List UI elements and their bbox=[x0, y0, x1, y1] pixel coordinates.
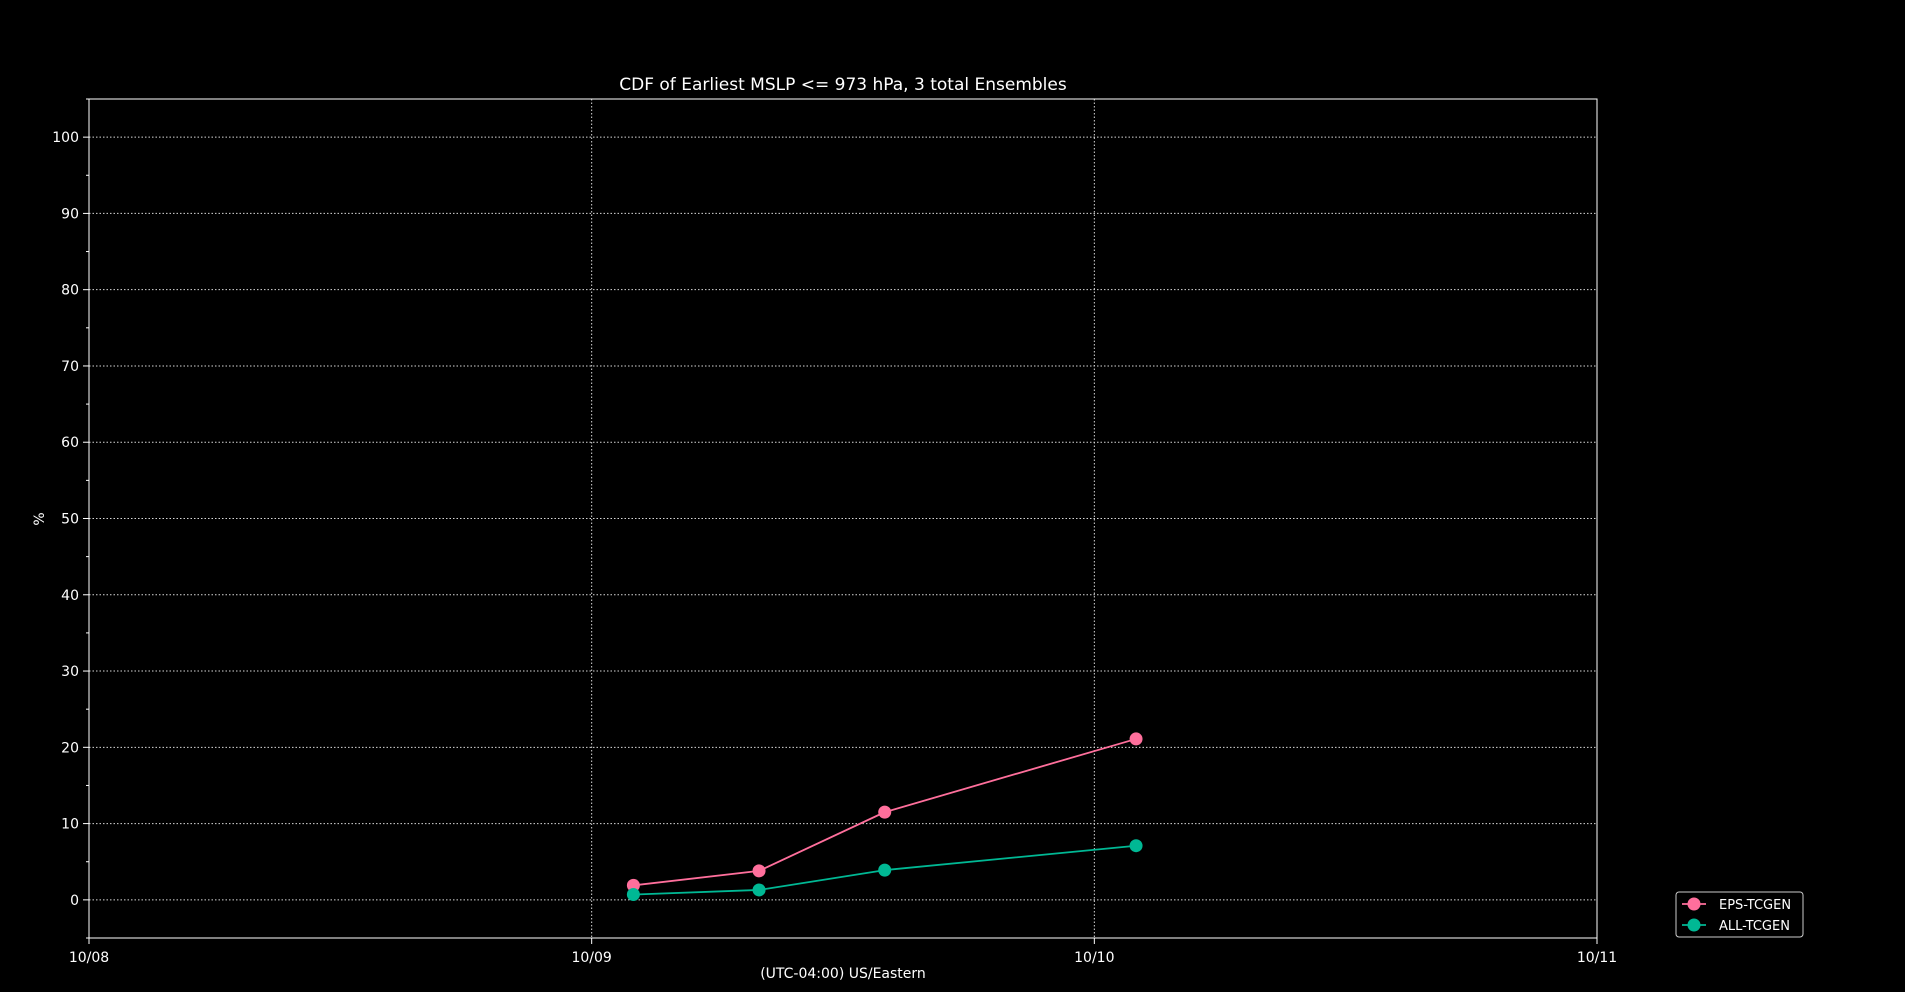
data-point bbox=[626, 878, 640, 892]
data-point bbox=[752, 883, 766, 897]
legend-marker bbox=[1687, 897, 1701, 911]
y-tick-label: 20 bbox=[61, 740, 79, 756]
legend-label: ALL-TCGEN bbox=[1719, 919, 1790, 934]
y-tick-label: 100 bbox=[52, 130, 79, 146]
y-tick-label: 70 bbox=[61, 359, 79, 375]
axes bbox=[83, 98, 1598, 944]
y-tick-label: 50 bbox=[61, 512, 79, 528]
series-eps-tcgen bbox=[626, 732, 1143, 892]
data-point bbox=[878, 805, 892, 819]
x-tick-label: 10/09 bbox=[571, 950, 611, 966]
series-layer bbox=[626, 732, 1143, 902]
y-tick-label: 40 bbox=[61, 588, 79, 604]
data-point bbox=[626, 888, 640, 902]
plot-frame bbox=[88, 98, 1598, 939]
data-point bbox=[752, 864, 766, 878]
x-tick-label: 10/08 bbox=[69, 950, 109, 966]
legend-entry: ALL-TCGEN bbox=[1682, 918, 1790, 934]
legend: EPS-TCGEN ALL-TCGEN bbox=[1675, 891, 1804, 938]
y-tick-label: 90 bbox=[61, 206, 79, 222]
data-point bbox=[1129, 839, 1143, 853]
data-point bbox=[878, 863, 892, 877]
y-tick-label: 30 bbox=[61, 664, 79, 680]
y-tick-label: 0 bbox=[70, 893, 79, 909]
series-line bbox=[633, 738, 1137, 887]
legend-box bbox=[1675, 891, 1804, 938]
x-axis-label: (UTC-04:00) US/Eastern bbox=[760, 966, 926, 982]
legend-marker bbox=[1687, 918, 1701, 932]
tick-labels: 0 10 20 30 40 50 60 70 80 90 100 10/08 10/09 10/10 10/… bbox=[52, 130, 1617, 966]
legend-label: EPS-TCGEN bbox=[1719, 898, 1791, 913]
y-tick-label: 10 bbox=[61, 817, 79, 833]
grid-lines bbox=[89, 99, 1597, 938]
data-point bbox=[1129, 732, 1143, 746]
y-tick-label: 80 bbox=[61, 283, 79, 299]
y-axis-label: % bbox=[32, 512, 48, 525]
series-all-tcgen bbox=[626, 839, 1143, 902]
series-line bbox=[633, 844, 1137, 896]
x-tick-label: 10/10 bbox=[1074, 950, 1114, 966]
chart-title: CDF of Earliest MSLP <= 973 hPa, 3 total… bbox=[619, 75, 1067, 95]
x-tick-label: 10/11 bbox=[1577, 950, 1617, 966]
legend-entry: EPS-TCGEN bbox=[1682, 897, 1791, 913]
y-tick-label: 60 bbox=[61, 435, 79, 451]
